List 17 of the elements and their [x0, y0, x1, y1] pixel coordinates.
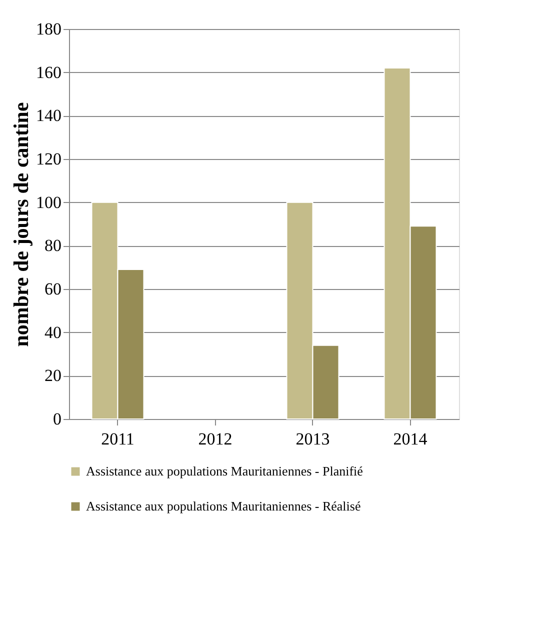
x-tick-label: 2011	[101, 430, 134, 448]
y-axis-title: nombre de jours de cantine	[9, 102, 33, 347]
y-tick-label: 40	[44, 322, 62, 342]
y-tick-label: 0	[53, 410, 62, 428]
y-tick-label: 100	[36, 192, 62, 212]
x-tick-label: 2013	[296, 430, 330, 448]
y-tick-label: 120	[36, 150, 62, 168]
y-tick-label: 140	[36, 106, 62, 126]
x-tick-label: 2014	[393, 430, 428, 448]
y-tick-label: 80	[44, 236, 62, 256]
y-tick-label: 20	[44, 366, 62, 386]
legend-label: Assistance aux populations Mauritaniennes - Planifié	[86, 464, 364, 478]
y-tick-label: 180	[36, 20, 62, 38]
y-tick-label: 160	[36, 62, 62, 82]
y-tick-label: 60	[44, 280, 62, 298]
x-tick-label: 2012	[198, 430, 232, 448]
legend-label: Assistance aux populations Mauritaniennes - Réalisé	[86, 498, 361, 514]
